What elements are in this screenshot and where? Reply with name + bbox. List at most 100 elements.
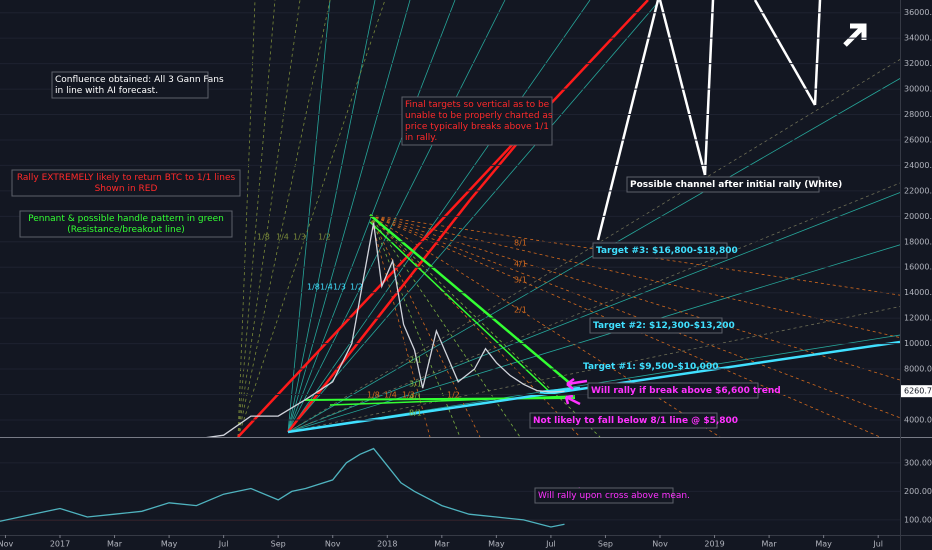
fan-label: 8/1	[514, 239, 527, 248]
trend-line	[813, 0, 822, 106]
annotation-text: Final targets so vertical as to be	[405, 100, 550, 110]
trend-line	[369, 214, 573, 386]
trend-line	[469, 139, 521, 201]
series	[0, 447, 565, 528]
x-tick-label: Mar	[107, 540, 123, 549]
y-tick-label: 18000.0	[904, 237, 932, 246]
trend-line	[369, 214, 601, 437]
annotation-text: Rally EXTREMELY likely to return BTC to …	[17, 173, 236, 183]
trend-line	[329, 395, 576, 406]
trend-line	[304, 397, 576, 401]
annotation-text: Will rally upon cross above mean.	[538, 491, 690, 501]
trend-line	[703, 0, 715, 176]
x-tick-label: Jul	[545, 540, 556, 549]
x-tick-label: May	[161, 540, 178, 549]
fan-label: 1/2	[350, 283, 363, 292]
y-tick-label: 28000.0	[904, 110, 932, 119]
fan-label: 4/1	[514, 260, 527, 269]
x-tick-label: Mar	[762, 540, 778, 549]
annotation-box	[534, 487, 674, 504]
annotation-box	[589, 317, 723, 334]
annotation-text: in rally.	[405, 133, 437, 143]
price-line	[206, 222, 565, 437]
trend-line	[369, 214, 900, 339]
annotation-box	[587, 382, 759, 399]
annotation-text: Pennant & possible handle pattern in gre…	[28, 214, 224, 224]
fan-label: 1/3	[402, 391, 415, 400]
y-tick-label: 20000.0	[904, 212, 932, 221]
annotation-text: Shown in RED	[95, 184, 158, 194]
trend-line	[658, 0, 707, 176]
trend-line	[369, 214, 900, 381]
trend-line	[237, 0, 301, 437]
trend-line	[237, 0, 649, 437]
trend-line	[237, 0, 386, 437]
trend-line	[369, 214, 461, 437]
y-tick-label: 12000.0	[904, 314, 932, 323]
annotation-box	[401, 96, 553, 146]
y-tick-label: 36000.0	[904, 8, 932, 17]
y-tick-label: 32000.0	[904, 59, 932, 68]
x-tick-label: May	[815, 540, 832, 549]
annotation-box	[626, 176, 820, 193]
y-tick-label: 16000.0	[904, 263, 932, 272]
fan-label: 3/1	[514, 276, 527, 285]
x-tick-label: 2018	[377, 540, 397, 549]
trend-line	[369, 221, 553, 395]
y-tick-label: 4000.0	[904, 415, 932, 424]
annotation-text: price typically breaks above 1/1	[405, 122, 549, 132]
y-tick-label: 24000.0	[904, 161, 932, 170]
x-tick-label: Nov	[325, 540, 341, 549]
x-tick-label: Nov	[652, 540, 668, 549]
y-tick-label: 14000.0	[904, 288, 932, 297]
x-tick-label: 2019	[704, 540, 724, 549]
annotation-text: Possible channel after initial rally (Wh…	[630, 180, 842, 190]
annotation-text: Confluence obtained: All 3 Gann Fans	[55, 75, 224, 85]
annotation-box	[529, 412, 718, 429]
y-tick-label: 22000.0	[904, 186, 932, 195]
x-tick-label: Mar	[434, 540, 450, 549]
y-tick-label: 30000.0	[904, 85, 932, 94]
annotation-text: Will rally if break above $6,600 trend	[591, 386, 781, 396]
trend-line	[287, 306, 900, 433]
fan-label: 1/3	[333, 283, 346, 292]
fan-label: 1/4	[276, 233, 289, 242]
fan-label: 1/8	[257, 233, 270, 242]
x-tick-label: Nov	[0, 540, 14, 549]
trend-line	[237, 0, 256, 437]
x-tick-label: 2017	[50, 540, 70, 549]
y-tick-label: 8000.0	[904, 365, 932, 374]
trend-line	[287, 192, 900, 433]
fan-label: 2/1	[409, 356, 422, 365]
price-line	[0, 447, 565, 528]
trend-line	[596, 0, 660, 241]
x-tick-label: Jul	[872, 540, 883, 549]
fan-label: 1/4	[384, 391, 397, 400]
fan-label: 4/1	[409, 393, 422, 402]
annotation-box	[11, 169, 241, 197]
arrow	[566, 377, 588, 390]
trend-line	[369, 214, 431, 437]
annotation-text: Target #3: $16,800-$18,800	[596, 246, 738, 256]
trend-line	[369, 214, 581, 437]
fan-label: 3/1	[409, 380, 422, 389]
annotation-box	[19, 210, 233, 238]
fan-label: 8/1	[409, 409, 422, 418]
y-tick-label: 10000.0	[904, 339, 932, 348]
arrow	[564, 394, 581, 406]
trend-line	[753, 0, 817, 106]
y-tick-label: 26000.0	[904, 135, 932, 144]
annotation-box	[592, 242, 728, 259]
y-tick-label: 200.000	[904, 487, 932, 496]
fan-label: 1/8	[367, 391, 380, 400]
fan-label: 1/4	[320, 283, 333, 292]
last-price-label: 6260.7	[904, 387, 932, 396]
icon-arrow	[843, 23, 867, 47]
fan-label: 2/1	[514, 306, 527, 315]
annotation-text: in line with AI forecast.	[55, 86, 158, 96]
fan-label: 1/8	[307, 283, 320, 292]
trend-line	[237, 0, 331, 437]
annotation-text: unable to be properly charted as	[405, 111, 553, 121]
x-tick-label: Jul	[218, 540, 229, 549]
y-tick-label: 34000.0	[904, 34, 932, 43]
